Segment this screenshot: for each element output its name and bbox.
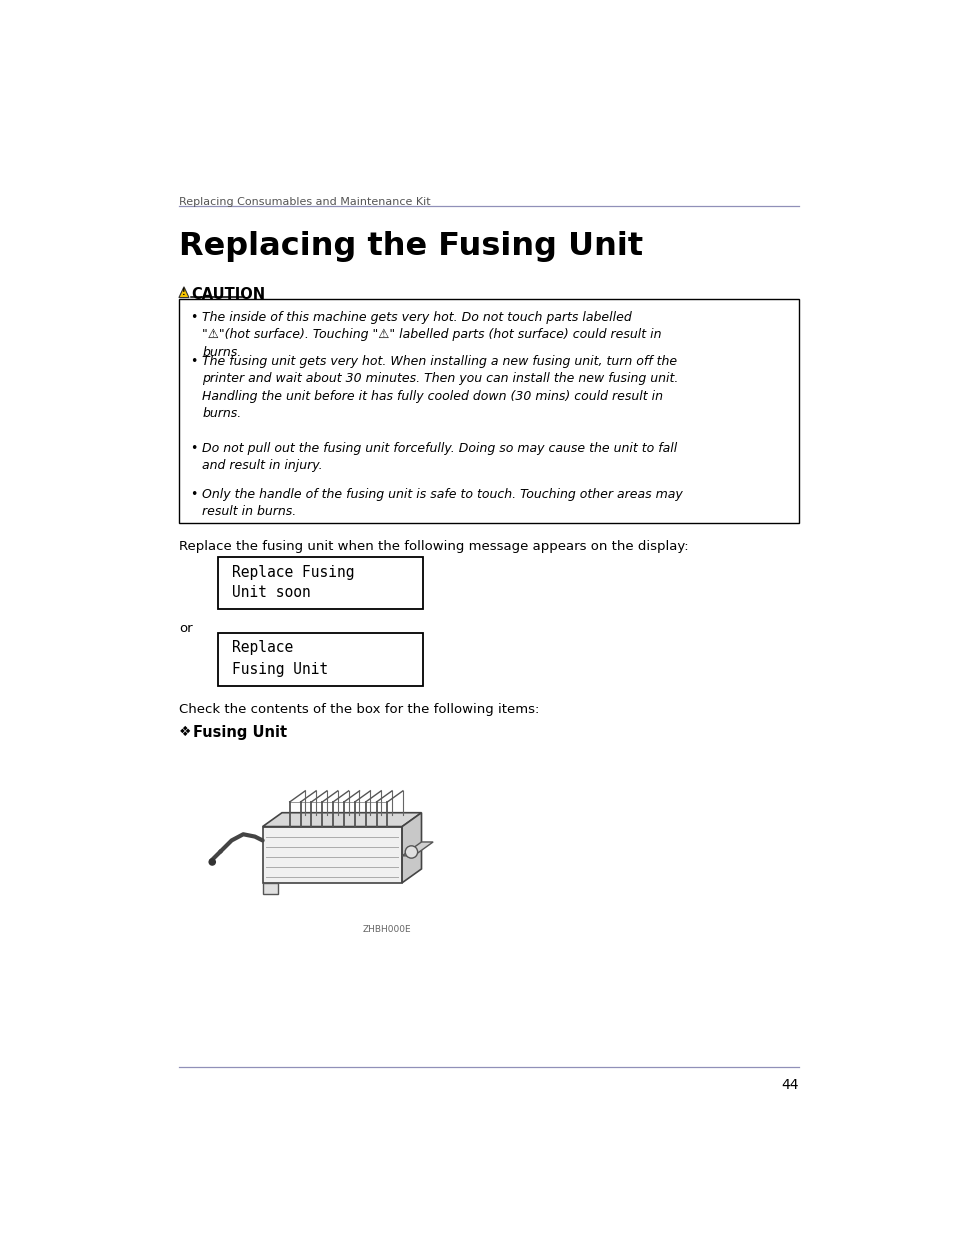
Text: 44: 44 xyxy=(781,1078,798,1092)
Text: ❖: ❖ xyxy=(179,725,192,739)
Text: Replace: Replace xyxy=(232,640,293,656)
Text: •: • xyxy=(190,311,197,324)
Circle shape xyxy=(209,858,215,864)
Text: The inside of this machine gets very hot. Do not touch parts labelled
"⚠"(hot su: The inside of this machine gets very hot… xyxy=(202,311,661,358)
Text: or: or xyxy=(179,621,193,635)
FancyBboxPatch shape xyxy=(179,299,798,524)
Text: Replacing the Fusing Unit: Replacing the Fusing Unit xyxy=(179,231,642,262)
FancyBboxPatch shape xyxy=(217,632,422,687)
Text: Replacing Consumables and Maintenance Kit: Replacing Consumables and Maintenance Ki… xyxy=(179,196,430,206)
Text: ZHBH000E: ZHBH000E xyxy=(362,925,411,934)
Text: The fusing unit gets very hot. When installing a new fusing unit, turn off the
p: The fusing unit gets very hot. When inst… xyxy=(202,354,678,420)
Text: Replace Fusing: Replace Fusing xyxy=(232,564,354,579)
Text: •: • xyxy=(190,442,197,454)
Text: Fusing Unit: Fusing Unit xyxy=(193,725,287,740)
Polygon shape xyxy=(262,813,421,826)
Text: Fusing Unit: Fusing Unit xyxy=(232,662,328,677)
Text: Only the handle of the fusing unit is safe to touch. Touching other areas may
re: Only the handle of the fusing unit is sa… xyxy=(202,488,682,519)
Text: Check the contents of the box for the following items:: Check the contents of the box for the fo… xyxy=(179,704,538,716)
Polygon shape xyxy=(262,826,402,883)
Text: !: ! xyxy=(182,289,186,298)
FancyBboxPatch shape xyxy=(217,557,422,609)
Polygon shape xyxy=(402,842,433,856)
Polygon shape xyxy=(179,287,189,298)
Text: Replace the fusing unit when the following message appears on the display:: Replace the fusing unit when the followi… xyxy=(179,540,688,553)
Polygon shape xyxy=(402,813,421,883)
Text: Unit soon: Unit soon xyxy=(232,585,310,600)
Text: •: • xyxy=(190,354,197,368)
Circle shape xyxy=(405,846,417,858)
Polygon shape xyxy=(262,883,278,894)
Text: CAUTION: CAUTION xyxy=(192,287,265,301)
Text: Do not pull out the fusing unit forcefully. Doing so may cause the unit to fall
: Do not pull out the fusing unit forceful… xyxy=(202,442,677,472)
Text: •: • xyxy=(190,488,197,500)
